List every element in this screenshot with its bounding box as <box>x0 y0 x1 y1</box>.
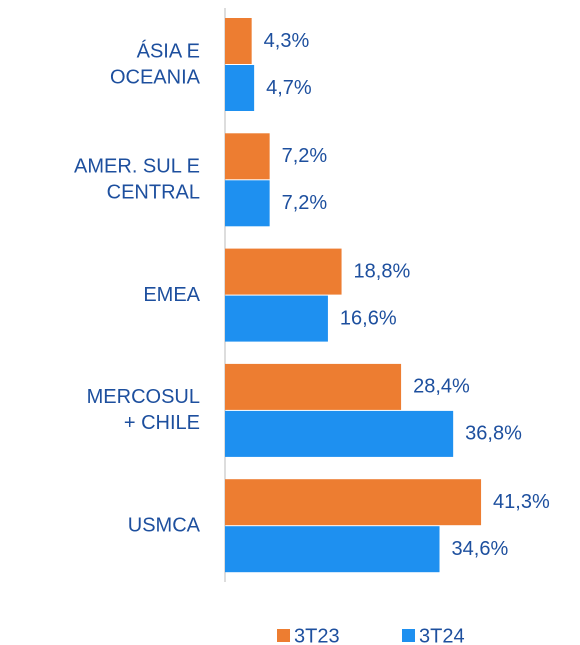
bar <box>225 18 252 64</box>
bar <box>225 180 270 227</box>
category-label: CENTRAL <box>107 182 200 204</box>
bar <box>225 248 342 295</box>
value-label: 4,7% <box>266 77 312 99</box>
value-label: 18,8% <box>354 260 411 282</box>
bar <box>225 363 402 410</box>
bar <box>225 295 328 342</box>
value-label: 7,2% <box>282 145 328 167</box>
category-label: AMER. SUL E <box>74 156 200 178</box>
legend-swatch <box>402 629 415 642</box>
bar <box>225 133 270 180</box>
value-label: 4,3% <box>264 30 310 52</box>
legend-label: 3T23 <box>294 625 340 645</box>
category-label: OCEANIA <box>110 66 201 88</box>
category-label: + CHILE <box>124 412 200 434</box>
category-label: USMCA <box>128 514 201 536</box>
value-label: 7,2% <box>282 192 328 214</box>
legend-swatch <box>277 629 290 642</box>
value-label: 36,8% <box>465 423 522 445</box>
bar <box>225 526 440 573</box>
category-label: MERCOSUL <box>87 386 200 408</box>
value-label: 28,4% <box>413 376 470 398</box>
category-label: EMEA <box>143 284 200 306</box>
category-label: ÁSIA E <box>137 39 200 62</box>
bar <box>225 65 255 111</box>
value-label: 16,6% <box>340 307 397 329</box>
bar <box>225 410 454 457</box>
legend-label: 3T24 <box>419 625 465 645</box>
value-label: 41,3% <box>493 491 550 513</box>
value-label: 34,6% <box>452 538 509 560</box>
bar <box>225 479 482 526</box>
